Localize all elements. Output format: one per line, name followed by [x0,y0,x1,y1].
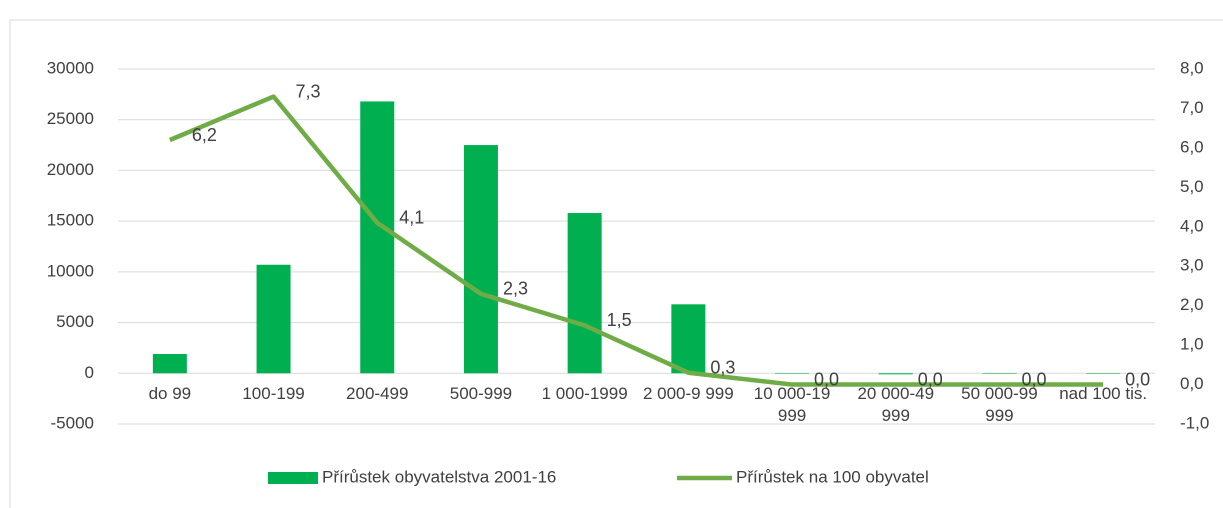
x-tick-label: nad 100 tis. [1059,384,1148,404]
bar [671,304,706,374]
bar [152,354,187,374]
data-label: 1,5 [607,310,632,330]
y-tick-label: 25000 [47,109,94,128]
data-label: 7,3 [296,81,321,101]
x-tick-label: 1 000-1999 [541,384,628,404]
bar [878,373,913,375]
y-tick-label: -5000 [51,413,94,432]
bar [1086,373,1121,374]
x-tick-label: 200-499 [346,384,409,404]
y-tick-label: 5000 [56,312,94,331]
x-tick-label: do 99 [148,384,192,404]
data-label: 0,0 [1021,369,1046,389]
bar [982,373,1017,374]
data-label: 0,0 [1125,369,1150,389]
data-label: 2,3 [503,279,528,299]
bar [463,145,498,374]
x-tick-label: 50 000-99 999 [961,384,1038,426]
bar [775,373,810,374]
y2-tick-label: 6,0 [1180,137,1204,156]
y2-tick-label: 2,0 [1180,295,1204,314]
y2-tick-label: 1,0 [1180,335,1204,354]
y-tick-label: 10000 [47,261,94,280]
bar [567,213,602,374]
x-tick-label: 100-199 [242,384,305,404]
chart-border [9,19,1223,508]
bar [360,101,395,374]
x-tick-label: 2 000-9 999 [642,384,734,404]
data-label: 0,3 [710,357,735,377]
line [168,94,1104,387]
bar [256,264,291,374]
x-tick-label: 10 000-19 999 [753,384,831,426]
y2-tick-label: -1,0 [1180,413,1209,432]
y2-tick-label: 4,0 [1180,216,1204,235]
legend-label: Přírůstek obyvatelstva 2001-16 [322,467,556,486]
data-label: 4,1 [399,208,424,228]
x-tick-label: 20 000-49 999 [857,384,935,426]
y-tick-label: 0 [85,363,94,382]
y2-tick-label: 8,0 [1180,58,1204,77]
data-label: 0,0 [814,369,839,389]
y2-tick-label: 7,0 [1180,98,1204,117]
y2-tick-label: 5,0 [1180,177,1204,196]
data-label: 0,0 [918,369,943,389]
x-tick-label: 500-999 [449,384,513,404]
y2-tick-label: 3,0 [1180,256,1204,275]
y2-tick-label: 0,0 [1180,374,1204,393]
data-label: 6,2 [192,125,217,145]
y-tick-label: 15000 [47,211,94,230]
y-tick-label: 20000 [47,160,94,179]
legend-label: Přírůstek na 100 obyvatel [736,467,929,486]
y-tick-label: 30000 [47,58,94,77]
legend-swatch [268,472,318,484]
